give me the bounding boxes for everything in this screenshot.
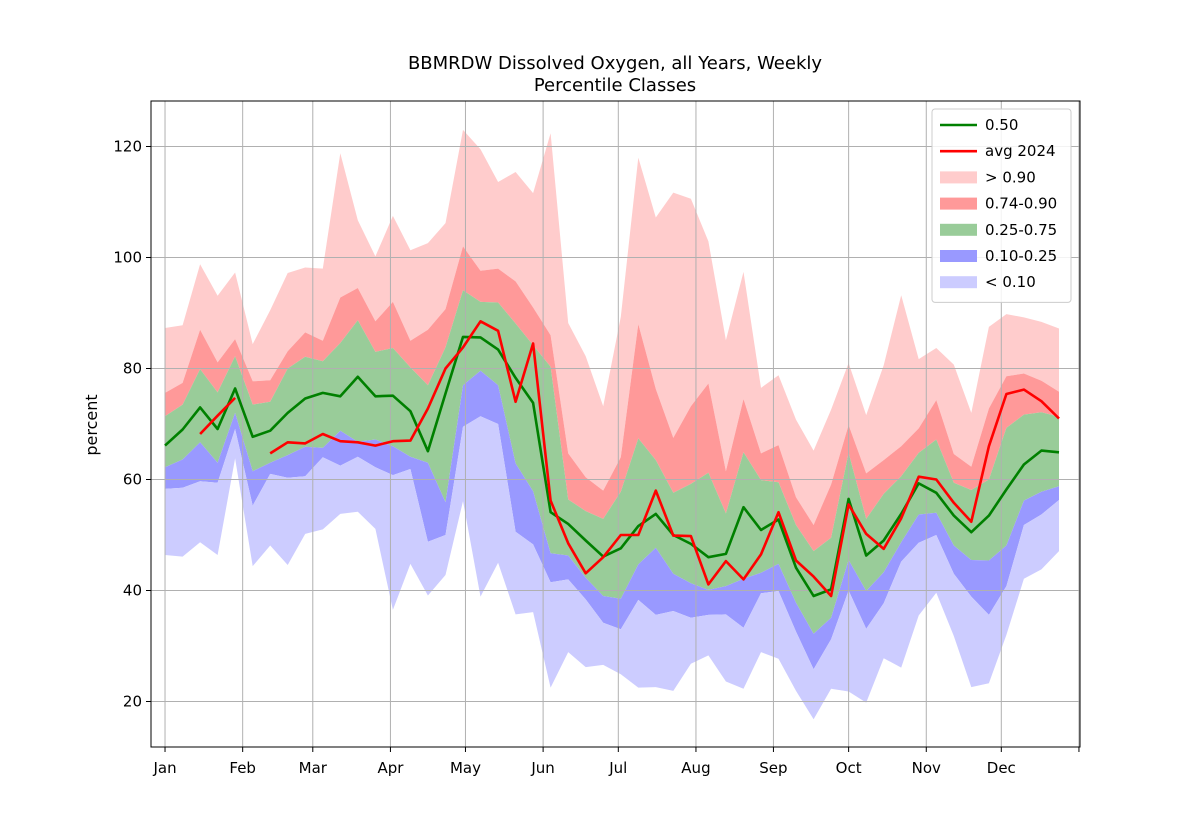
x-tick-label: Aug bbox=[681, 759, 710, 777]
legend-label: 0.50 bbox=[985, 116, 1018, 134]
x-tick-label: May bbox=[450, 759, 481, 777]
y-tick-label: 80 bbox=[123, 360, 142, 378]
avg-2024-line bbox=[199, 320, 1060, 598]
band-gt-90 bbox=[165, 129, 1059, 525]
legend-swatch-patch bbox=[940, 250, 977, 262]
x-tick-label: Oct bbox=[836, 759, 862, 777]
x-tick-label: Nov bbox=[912, 759, 941, 777]
legend-label: avg 2024 bbox=[985, 142, 1056, 160]
y-tick-label: 100 bbox=[113, 249, 142, 267]
x-tick-label: Dec bbox=[987, 759, 1016, 777]
y-tick-label: 120 bbox=[113, 138, 142, 156]
band-10-25 bbox=[165, 370, 1059, 670]
x-tick-label: Feb bbox=[229, 759, 256, 777]
legend-label: 0.10-0.25 bbox=[985, 247, 1057, 265]
legend-swatch-patch bbox=[940, 276, 977, 289]
y-axis-label: percent bbox=[82, 394, 101, 455]
x-tick-label: Mar bbox=[299, 759, 328, 777]
x-tick-label: Jul bbox=[608, 759, 627, 777]
y-tick-label: 60 bbox=[123, 470, 142, 488]
percentile-bands bbox=[165, 129, 1059, 720]
legend-swatch-patch bbox=[940, 223, 977, 236]
plot-frame bbox=[150, 100, 1081, 748]
legend-label: 0.25-0.75 bbox=[985, 221, 1057, 239]
x-tick-label: Sep bbox=[759, 759, 787, 777]
chart-subtitle: Percentile Classes bbox=[534, 75, 696, 96]
x-tick-label: Apr bbox=[377, 759, 404, 777]
legend-swatch-patch bbox=[940, 197, 977, 210]
y-tick-label: 40 bbox=[123, 581, 142, 599]
band-25-75 bbox=[165, 290, 1059, 634]
legend-label: > 0.90 bbox=[985, 168, 1036, 186]
x-tick-label: Jan bbox=[152, 759, 176, 777]
series-lines bbox=[164, 320, 1060, 598]
legend-label: < 0.10 bbox=[985, 273, 1036, 291]
axes: 20 40 60 80 100 120 Jan Feb Mar Apr May Jun Jul Aug Se… bbox=[113, 138, 1080, 777]
legend-swatch-patch bbox=[940, 171, 977, 184]
legend: 0.50 avg 2024 > 0.90 0.74-0.90 0.25-0.75 0.10… bbox=[931, 108, 1072, 303]
band-lt-10 bbox=[165, 416, 1059, 720]
y-tick-label: 20 bbox=[123, 692, 142, 710]
chart-title: BBMRDW Dissolved Oxygen, all Years, Week… bbox=[408, 53, 822, 74]
x-tick-label: Jun bbox=[530, 759, 554, 777]
legend-label: 0.74-0.90 bbox=[985, 195, 1057, 213]
band-74-90 bbox=[165, 246, 1059, 552]
